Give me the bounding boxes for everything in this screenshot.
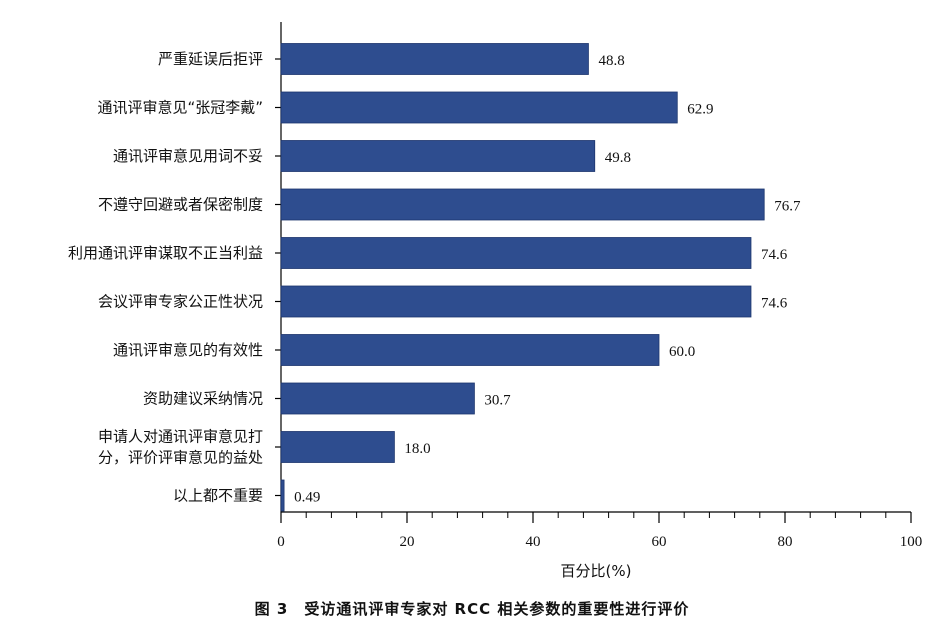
bar-chart: 0 20 40 60 80 100 百分比(%) 48.8 严重延误后拒评 62.9 通讯评审意见“… (68, 22, 923, 580)
figure-caption: 图 3 受访通讯评审专家对 RCC 相关参数的重要性进行评价 (254, 600, 690, 618)
category-label: 通讯评审意见用词不妥 (113, 147, 263, 165)
bar (280, 334, 660, 366)
bar-value-label: 76.7 (774, 199, 801, 215)
bar-value-label: 48.8 (598, 53, 624, 69)
bar (280, 479, 285, 512)
x-tick-label: 80 (778, 534, 793, 550)
x-tick-label: 100 (900, 534, 923, 550)
bar (280, 43, 589, 75)
category-label: 严重延误后拒评 (158, 50, 263, 68)
category-label: 不遵守回避或者保密制度 (98, 196, 263, 214)
category-label: 资助建议采纳情况 (143, 390, 263, 408)
bar-value-label: 74.6 (761, 296, 788, 312)
bar-value-label: 0.49 (294, 490, 320, 506)
x-tick-label: 0 (277, 534, 285, 550)
bar-value-label: 74.6 (761, 247, 788, 263)
bar-value-label: 60.0 (669, 344, 695, 360)
category-label: 申请人对通讯评审意见打 (98, 428, 263, 446)
category-label: 通讯评审意见“张冠李戴” (97, 99, 263, 117)
x-axis-title: 百分比(%) (561, 562, 632, 580)
bar (280, 382, 475, 415)
bar-value-label: 49.8 (605, 150, 631, 166)
bar-value-label: 62.9 (687, 102, 713, 118)
bar-value-label: 18.0 (404, 441, 430, 457)
x-tick-label: 60 (652, 534, 667, 550)
bar (280, 285, 752, 318)
x-tick-label: 20 (400, 534, 415, 550)
bar-value-label: 30.7 (484, 393, 511, 409)
category-label: 通讯评审意见的有效性 (113, 341, 263, 359)
bar (280, 188, 765, 221)
bar (280, 91, 678, 124)
x-tick-label: 40 (526, 534, 541, 550)
category-label: 分，评价评审意见的益处 (98, 449, 263, 467)
category-label: 利用通讯评审谋取不正当利益 (68, 244, 263, 262)
category-label: 会议评审专家公正性状况 (98, 293, 263, 311)
bar (280, 431, 395, 463)
category-label: 以上都不重要 (173, 487, 263, 505)
bar (280, 140, 596, 172)
bar (280, 237, 752, 269)
